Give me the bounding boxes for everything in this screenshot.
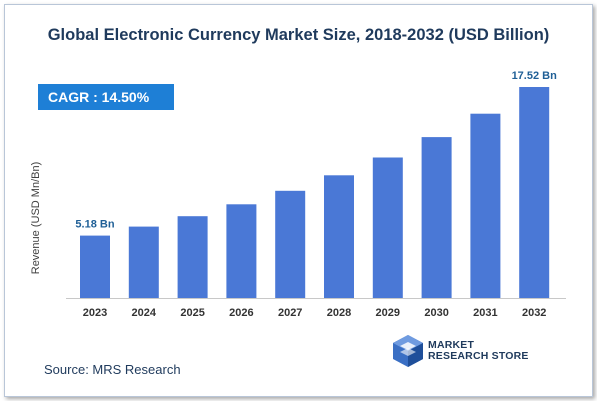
chart-title: Global Electronic Currency Market Size, …	[47, 26, 550, 44]
x-tick-label-2025: 2025	[180, 307, 204, 319]
bar-2032	[519, 87, 550, 298]
bar-2026	[226, 204, 257, 298]
x-tick-label-2032: 2032	[522, 307, 546, 319]
bar-2025	[177, 216, 208, 298]
bar-2027	[275, 190, 306, 298]
x-tick-label-2028: 2028	[327, 307, 351, 319]
bar-2028	[324, 175, 354, 298]
data-label-2032: 17.52 Bn	[512, 70, 558, 82]
x-tick-label-2026: 2026	[229, 307, 253, 319]
market-research-store-logo-icon	[393, 335, 423, 367]
x-tick-label-2023: 2023	[83, 307, 107, 319]
bar-2029	[372, 157, 403, 298]
data-label-2023: 5.18 Bn	[75, 219, 114, 231]
x-tick-label-2029: 2029	[376, 307, 400, 319]
cagr-badge: CAGR : 14.50%	[38, 84, 174, 110]
logo-text-line-2: RESEARCH STORE	[428, 350, 529, 362]
source-note: Source: MRS Research	[44, 362, 181, 377]
x-tick-label-2027: 2027	[278, 307, 302, 319]
bar-2023	[80, 235, 110, 298]
bar-2024	[128, 226, 159, 298]
x-tick-label-2031: 2031	[473, 307, 497, 319]
logo-text: MARKET RESEARCH STORE	[428, 340, 529, 362]
logo-text-line-1: MARKET	[428, 339, 475, 351]
x-tick-label-2024: 2024	[132, 307, 157, 319]
bar-2031	[470, 113, 501, 298]
bar-2030	[421, 137, 452, 298]
x-tick-label-2030: 2030	[424, 307, 448, 319]
